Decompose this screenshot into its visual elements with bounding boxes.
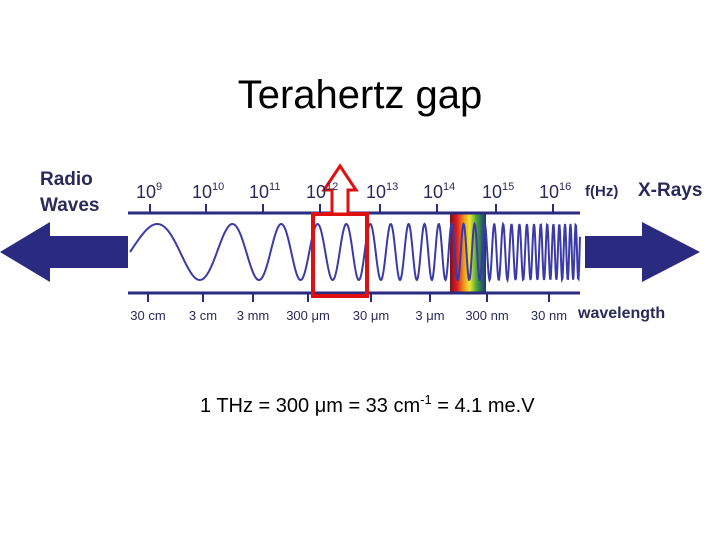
wavelength-label: 300 nm (465, 308, 508, 323)
exponent: 13 (386, 181, 398, 193)
left-label: Waves (40, 195, 100, 216)
base: 10 (249, 182, 269, 202)
base: 10 (539, 182, 559, 202)
base: 10 (482, 182, 502, 202)
base: 10 (423, 182, 443, 202)
frequency-label: 1016 (539, 181, 571, 202)
exponent: 12 (326, 181, 338, 193)
thz-arrow (321, 163, 359, 216)
right-label: X-Rays (638, 180, 702, 201)
frequency-label: 1015 (482, 181, 514, 202)
left-arrow (0, 222, 128, 282)
exponent: 11 (269, 181, 280, 193)
exponent: 16 (559, 181, 571, 193)
exponent: 10 (212, 181, 224, 193)
exponent: 15 (502, 181, 514, 193)
wavelength-unit: wavelength (577, 305, 665, 322)
frequency-unit: f(Hz) (585, 183, 618, 200)
base: 10 (366, 182, 386, 202)
equation-text: = 4.1 me.V (432, 395, 535, 417)
equation-sup: -1 (420, 392, 432, 407)
frequency-label: 1014 (423, 181, 455, 202)
wave (129, 221, 581, 284)
frequency-label: 1011 (249, 181, 280, 202)
base: 10 (192, 182, 212, 202)
frequency-label: 1012 (306, 181, 338, 202)
frequency-ticks: 109 1010 1011 1012 1013 1014 1015 1016 (136, 181, 571, 213)
frequency-label: 109 (136, 181, 162, 202)
equation: 1 THz = 300 μm = 33 cm-1 = 4.1 me.V (200, 392, 535, 417)
equation-text: 1 THz = 300 μm = 33 cm (200, 395, 420, 417)
wavelength-label: 3 mm (237, 308, 270, 323)
wavelength-label: 30 μm (353, 308, 389, 323)
right-arrow (585, 222, 700, 282)
wavelength-label: 30 nm (531, 308, 567, 323)
exponent: 9 (156, 181, 162, 193)
frequency-label: 1013 (366, 181, 398, 202)
wavelength-label: 30 cm (130, 308, 165, 323)
wavelength-label: 3 μm (415, 308, 444, 323)
base: 10 (306, 182, 326, 202)
left-label: Radio (40, 169, 93, 190)
frequency-label: 1010 (192, 181, 224, 202)
wavelength-label: 3 cm (189, 308, 217, 323)
wavelength-label: 300 μm (286, 308, 330, 323)
title: Terahertz gap (238, 73, 483, 117)
wavelength-ticks: 30 cm 3 cm 3 mm 300 μm 30 μm 3 μm 300 nm 30 nm (130, 293, 567, 323)
base: 10 (136, 182, 156, 202)
exponent: 14 (443, 181, 455, 193)
